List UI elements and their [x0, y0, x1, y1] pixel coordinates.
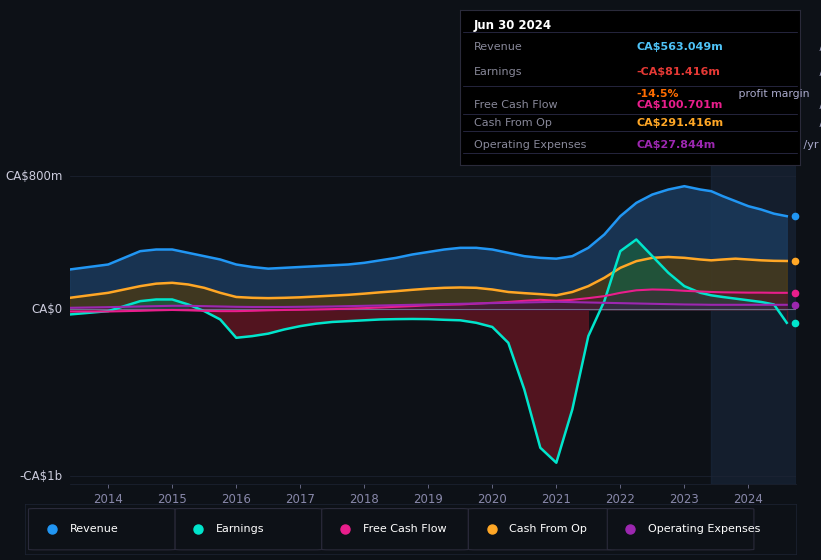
FancyBboxPatch shape	[29, 508, 175, 550]
Text: Revenue: Revenue	[70, 524, 118, 534]
FancyBboxPatch shape	[468, 508, 615, 550]
Text: Operating Expenses: Operating Expenses	[474, 140, 586, 150]
Text: Earnings: Earnings	[474, 67, 522, 77]
Text: -CA$1b: -CA$1b	[20, 470, 62, 483]
Text: CA$0: CA$0	[31, 303, 62, 316]
Text: Free Cash Flow: Free Cash Flow	[363, 524, 447, 534]
FancyBboxPatch shape	[322, 508, 468, 550]
FancyBboxPatch shape	[608, 508, 754, 550]
Text: -CA$81.416m: -CA$81.416m	[637, 67, 721, 77]
Text: /yr: /yr	[816, 100, 821, 110]
Text: CA$27.844m: CA$27.844m	[637, 140, 716, 150]
Text: profit margin: profit margin	[735, 88, 810, 99]
Text: -14.5%: -14.5%	[637, 88, 679, 99]
Text: CA$100.701m: CA$100.701m	[637, 100, 723, 110]
Text: Free Cash Flow: Free Cash Flow	[474, 100, 557, 110]
Text: Cash From Op: Cash From Op	[509, 524, 587, 534]
Text: /yr: /yr	[800, 140, 819, 150]
Text: Earnings: Earnings	[216, 524, 264, 534]
FancyBboxPatch shape	[175, 508, 322, 550]
Text: Cash From Op: Cash From Op	[474, 118, 552, 128]
Text: /yr: /yr	[816, 67, 821, 77]
Text: /yr: /yr	[816, 42, 821, 52]
Text: Operating Expenses: Operating Expenses	[649, 524, 760, 534]
Text: /yr: /yr	[816, 118, 821, 128]
Text: Revenue: Revenue	[474, 42, 522, 52]
Text: Jun 30 2024: Jun 30 2024	[474, 19, 552, 32]
Text: CA$800m: CA$800m	[5, 170, 62, 183]
Text: CA$563.049m: CA$563.049m	[637, 42, 723, 52]
Bar	[711, 151, 796, 484]
Text: CA$291.416m: CA$291.416m	[637, 118, 724, 128]
